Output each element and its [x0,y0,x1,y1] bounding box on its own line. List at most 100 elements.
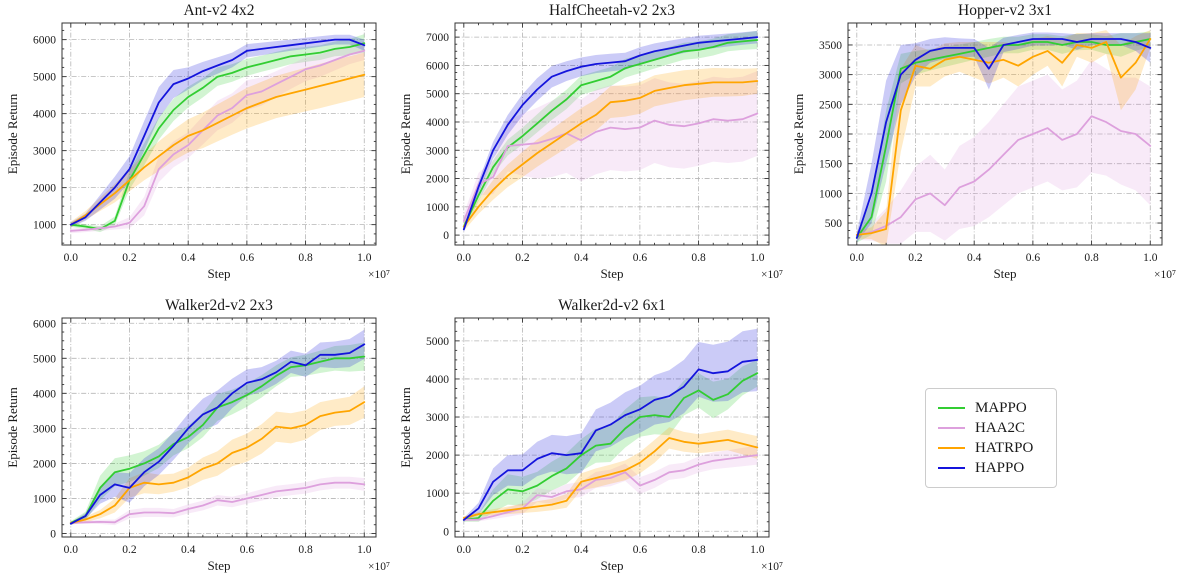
chart-walker2d-v2-2x3: 0.0 0.2 0.4 0.6 0.8 1.0 0 1000 2000 3000 4000 5000 6… [5,297,390,573]
series-lines [462,36,759,231]
tick-labels: 0.0 0.2 0.4 0.6 0.8 1.0 0 1000 2000 3000 4000 5000 6… [33,318,372,556]
x-tick-label: 0.8 [298,252,313,264]
subplot-cell-hopper: 0.0 0.2 0.4 0.6 0.8 1.0 500 1000 1500 2000 2500 300… [786,0,1180,290]
band-mappo [856,31,1151,243]
band-mappo [463,30,758,231]
x-tick-label: 0.8 [691,252,706,264]
x-axis-offset-label: ×10⁷ [368,561,390,573]
legend-cell: MAPPO HAA2C HATRPO HAPPO [786,290,1180,579]
band-hatrpo [856,30,1151,245]
legend-item-happo: HAPPO [938,458,1044,478]
line-hatrpo [855,38,1152,236]
legend-item-haa2c: HAA2C [938,418,1044,438]
x-tick-label: 0.6 [240,252,255,264]
chart-walker2d-v2-6x1: 0.0 0.2 0.4 0.6 0.8 1.0 0 1000 2000 3000 4000 5000 W… [398,297,783,573]
x-tick-label: 0.2 [122,252,137,264]
series-lines [69,343,366,525]
band-happo [70,329,365,526]
line-haa2c [855,115,1152,236]
line-haa2c [69,49,366,232]
y-axis-label: Episode Return [5,93,20,174]
y-tick-label: 5000 [33,72,56,84]
line-happo [855,38,1152,239]
y-axis-label: Episode Return [398,93,413,174]
chart-title: Ant-v2 4x2 [183,2,254,19]
y-tick-label: 1000 [33,493,56,505]
chart-hopper-v2-3x1: 0.0 0.2 0.4 0.6 0.8 1.0 500 1000 1500 2000 2500 300… [791,2,1176,281]
y-tick-label: 3000 [426,145,449,157]
confidence-bands [463,30,758,233]
legend-item-hatrpo: HATRPO [938,438,1044,458]
legend-label-happo: HAPPO [975,460,1025,476]
series-lines [462,359,759,521]
x-tick-label: 0.0 [64,252,79,264]
y-tick-label: 0 [443,526,449,538]
line-hatrpo [69,73,366,226]
series-lines [69,38,366,232]
x-tick-label: 1.0 [750,252,765,264]
chart-title: Walker2d-v2 2x3 [165,297,273,314]
axis-ticks [62,318,376,537]
subplot-cell-walker2x3: 0.0 0.2 0.4 0.6 0.8 1.0 0 1000 2000 3000 4000 5000 6… [0,290,393,579]
band-happo [463,30,758,233]
band-hatrpo [70,386,365,525]
legend-item-mappo: MAPPO [938,398,1044,418]
y-axis-label: Episode Return [398,387,413,468]
plot-spines [454,22,770,246]
legend-label-haa2c: HAA2C [975,420,1026,436]
subplot-cell-walker6x1: 0.0 0.2 0.4 0.6 0.8 1.0 0 1000 2000 3000 4000 5000 W… [393,290,786,579]
y-tick-label: 1000 [33,220,56,232]
axis-ticks [455,318,769,537]
tick-labels: 0.0 0.2 0.4 0.6 0.8 1.0 500 1000 1500 2000 2500 300… [819,40,1158,264]
band-mappo [70,34,365,233]
x-tick-label: 0.6 [1026,252,1041,264]
y-tick-label: 5000 [426,336,449,348]
line-haa2c [462,454,759,521]
y-tick-label: 6000 [426,60,449,72]
y-tick-label: 2000 [426,174,449,186]
y-tick-label: 2000 [33,183,56,195]
y-tick-label: 3000 [819,70,842,82]
x-tick-label: 0.0 [64,544,79,556]
tick-labels: 0.0 0.2 0.4 0.6 0.8 1.0 1000 2000 3000 4000 5000 60… [33,35,372,264]
chart-halfcheetah-v2-2x3: 0.0 0.2 0.4 0.6 0.8 1.0 0 1000 2000 3000 4000 5000 6… [398,2,783,281]
y-tick-label: 0 [50,529,56,541]
chart-title: HalfCheetah-v2 2x3 [549,2,675,19]
subplot-cell-halfcheetah: 0.0 0.2 0.4 0.6 0.8 1.0 0 1000 2000 3000 4000 5000 6… [393,0,786,290]
y-tick-label: 7000 [426,32,449,44]
x-axis-label: Step [600,558,623,573]
y-axis-label: Episode Return [5,387,20,468]
line-mappo [462,39,759,228]
x-tick-label: 0.4 [967,252,982,264]
x-axis-offset-label: ×10⁷ [368,269,390,281]
x-tick-label: 0.2 [515,252,530,264]
grid-lines [455,318,769,537]
x-tick-label: 0.2 [122,544,137,556]
x-tick-label: 0.6 [240,544,255,556]
band-haa2c [463,71,758,228]
line-hatrpo [462,437,759,519]
axis-ticks [848,23,1162,245]
x-tick-label: 0.4 [181,252,196,264]
band-haa2c [463,445,758,522]
x-tick-label: 0.8 [298,544,313,556]
x-tick-label: 0.0 [457,544,472,556]
confidence-bands [70,329,365,526]
x-tick-label: 0.4 [574,544,589,556]
line-happo [69,343,366,525]
axis-ticks [62,23,376,245]
y-tick-label: 5000 [33,353,56,365]
y-tick-label: 2000 [33,458,56,470]
haa2c-line-swatch [938,427,965,429]
x-tick-label: 1.0 [357,252,372,264]
x-tick-label: 0.6 [633,252,648,264]
y-tick-label: 2000 [819,129,842,141]
x-tick-label: 1.0 [357,544,372,556]
y-tick-label: 4000 [33,109,56,121]
legend-label-hatrpo: HATRPO [975,440,1034,456]
x-tick-label: 0.2 [908,252,923,264]
x-axis-offset-label: ×10⁷ [761,269,783,281]
x-axis-offset-label: ×10⁷ [1154,269,1176,281]
x-tick-label: 1.0 [1143,252,1158,264]
